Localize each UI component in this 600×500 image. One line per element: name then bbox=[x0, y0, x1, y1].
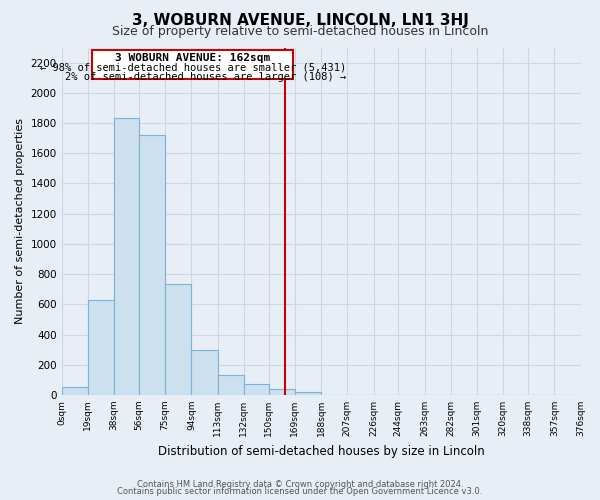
Text: Contains HM Land Registry data © Crown copyright and database right 2024.: Contains HM Land Registry data © Crown c… bbox=[137, 480, 463, 489]
Bar bbox=[295, 392, 321, 395]
Bar bbox=[244, 384, 269, 395]
Text: Contains public sector information licensed under the Open Government Licence v3: Contains public sector information licen… bbox=[118, 488, 482, 496]
X-axis label: Distribution of semi-detached houses by size in Lincoln: Distribution of semi-detached houses by … bbox=[158, 444, 484, 458]
Bar bbox=[88, 300, 114, 395]
Text: Size of property relative to semi-detached houses in Lincoln: Size of property relative to semi-detach… bbox=[112, 25, 488, 38]
Text: ← 98% of semi-detached houses are smaller (5,431): ← 98% of semi-detached houses are smalle… bbox=[40, 62, 346, 72]
Bar bbox=[114, 118, 139, 395]
Bar bbox=[269, 389, 295, 395]
Text: 2% of semi-detached houses are larger (108) →: 2% of semi-detached houses are larger (1… bbox=[40, 72, 346, 82]
Bar bbox=[139, 135, 165, 395]
Text: 3 WOBURN AVENUE: 162sqm: 3 WOBURN AVENUE: 162sqm bbox=[115, 52, 271, 62]
Bar bbox=[191, 350, 218, 395]
Bar bbox=[92, 50, 293, 79]
Bar bbox=[165, 284, 191, 395]
Text: 3, WOBURN AVENUE, LINCOLN, LN1 3HJ: 3, WOBURN AVENUE, LINCOLN, LN1 3HJ bbox=[131, 12, 469, 28]
Y-axis label: Number of semi-detached properties: Number of semi-detached properties bbox=[15, 118, 25, 324]
Bar bbox=[62, 386, 88, 395]
Bar bbox=[218, 376, 244, 395]
